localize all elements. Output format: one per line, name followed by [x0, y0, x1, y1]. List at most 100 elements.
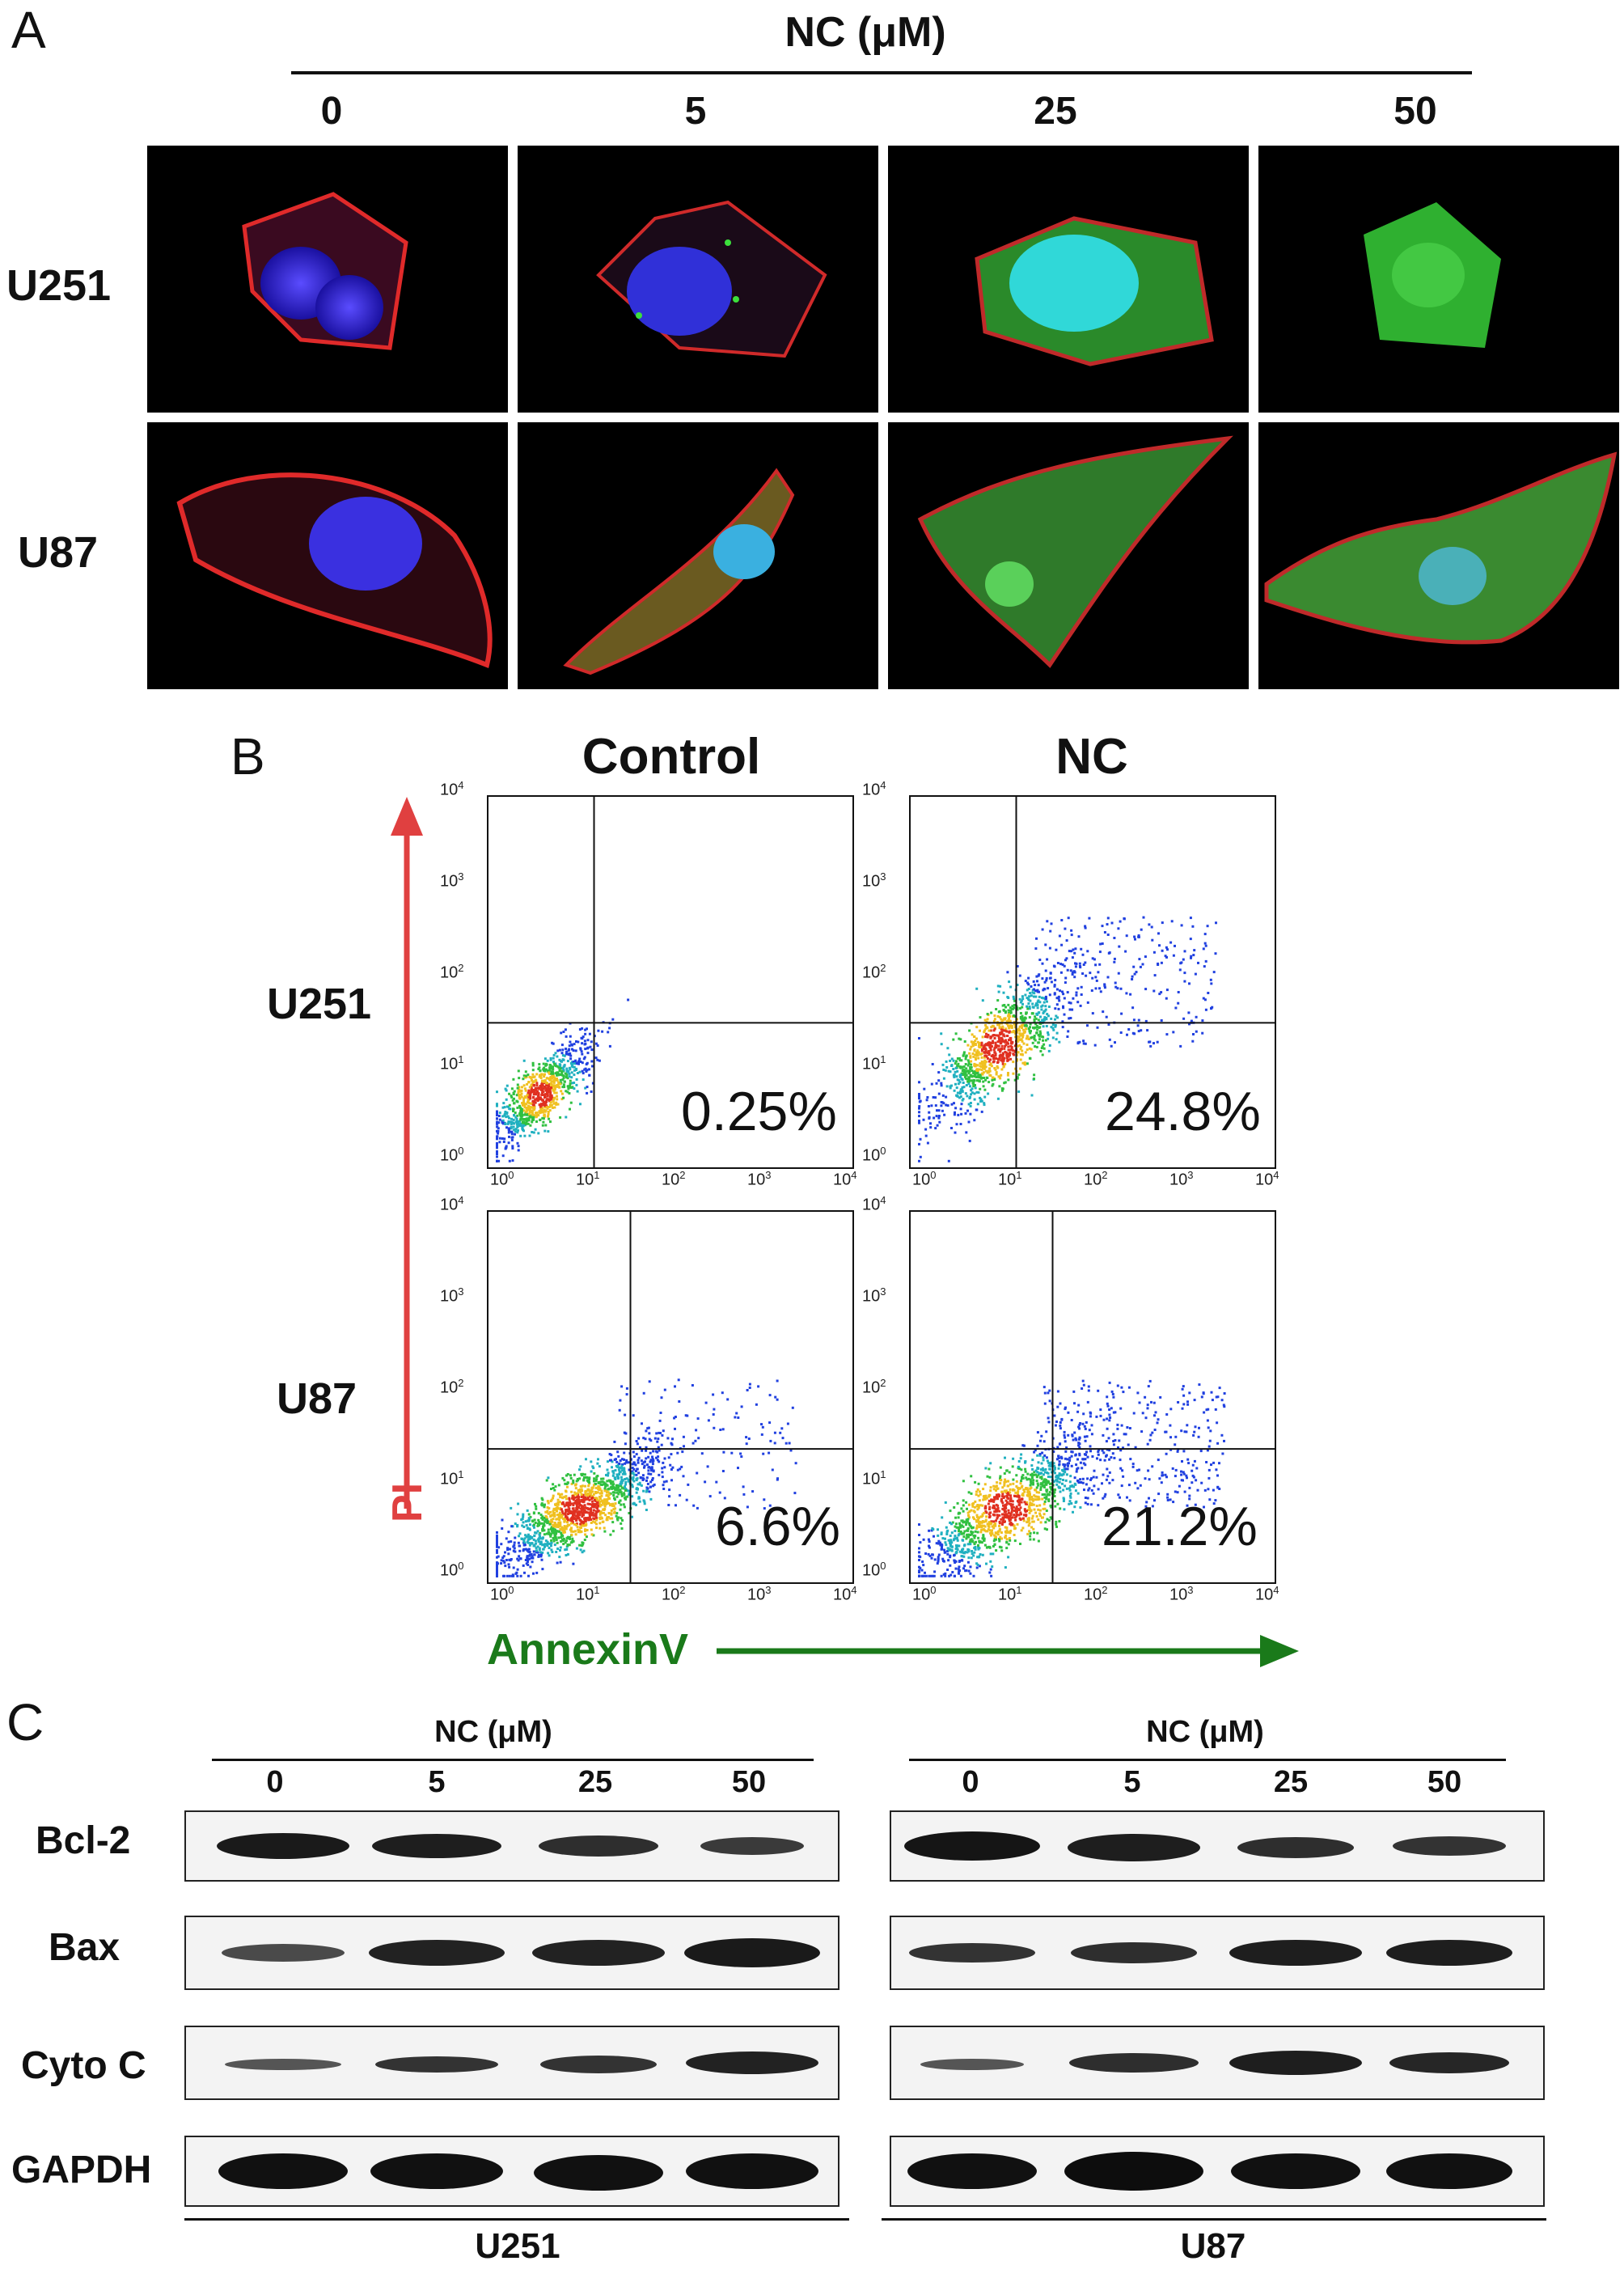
annexin-label: AnnexinV	[487, 1625, 689, 1674]
x-tick-label: 101	[998, 1584, 1022, 1604]
panel-b-col-nc: NC	[1055, 729, 1128, 785]
u251-dose-5: 5	[428, 1765, 446, 1799]
panel-a-header: NC (μM)	[785, 9, 946, 56]
blot-u87-bax	[890, 1916, 1545, 1990]
pi-label: PI	[384, 1482, 431, 1522]
y-tick-label: 104	[862, 1194, 886, 1214]
y-tick-label: 102	[440, 1377, 464, 1397]
micrograph-u251-0	[147, 146, 508, 413]
x-tick-label: 102	[1084, 1169, 1108, 1189]
micrograph-u87-50	[1258, 422, 1619, 689]
flow-events	[496, 1378, 797, 1577]
x-tick-label: 101	[576, 1169, 600, 1189]
y-tick-label: 103	[862, 870, 886, 891]
x-tick-label: 100	[490, 1584, 514, 1604]
panel-a-dose-5: 5	[684, 90, 707, 133]
x-tick-label: 103	[747, 1169, 772, 1189]
flow-events	[918, 916, 1217, 1162]
panel-a-dose-0: 0	[320, 90, 343, 133]
x-tick-label: 103	[747, 1584, 772, 1604]
u87-dose-25: 25	[1273, 1765, 1309, 1799]
protein-label-bcl2: Bcl-2	[36, 1819, 131, 1862]
protein-label-gapdh: GAPDH	[11, 2149, 152, 2191]
y-tick-label: 104	[440, 1194, 464, 1214]
y-tick-label: 103	[440, 870, 464, 891]
x-tick-label: 101	[576, 1584, 600, 1604]
panel-b-col-control: Control	[582, 729, 761, 785]
blot-u251-cytoc	[184, 2026, 839, 2100]
panel-c-header-u251: NC (μM)	[434, 1715, 552, 1749]
u87-dose-0: 0	[962, 1765, 979, 1799]
y-tick-label: 102	[862, 962, 886, 982]
panel-c-header-line-u87	[909, 1759, 1506, 1761]
percent-u251-nc: 24.8%	[1105, 1081, 1261, 1142]
u251-bottom-line	[184, 2218, 849, 2221]
x-tick-label: 102	[662, 1584, 686, 1604]
x-tick-label: 102	[662, 1169, 686, 1189]
panel-a-dose-25: 25	[1034, 90, 1077, 133]
y-tick-label: 103	[862, 1285, 886, 1306]
x-tick-label: 100	[912, 1169, 937, 1189]
blot-u87-cytoc	[890, 2026, 1545, 2100]
micrograph-u87-5	[518, 422, 878, 689]
cell-line-u87: U87	[1180, 2226, 1246, 2266]
micrograph-u87-0	[147, 422, 508, 689]
y-tick-label: 104	[862, 779, 886, 799]
panel-a-header-line	[291, 71, 1472, 74]
flow-events	[496, 998, 630, 1162]
flow-plot-u251-control	[487, 795, 854, 1169]
flow-plot-u251-nc	[909, 795, 1276, 1169]
panel-b-row-u251: U251	[267, 980, 372, 1028]
x-tick-label: 102	[1084, 1584, 1108, 1604]
annexin-arrow	[717, 1635, 1299, 1667]
flow-events	[918, 1379, 1226, 1577]
panel-b-row-u87: U87	[277, 1374, 357, 1423]
u87-dose-5: 5	[1123, 1765, 1141, 1799]
x-tick-label: 104	[833, 1584, 857, 1604]
x-tick-label: 100	[490, 1169, 514, 1189]
panel-c-header-line-u251	[212, 1759, 814, 1761]
micrograph-u251-50	[1258, 146, 1619, 413]
flow-plot-u87-nc	[909, 1210, 1276, 1584]
panel-a-dose-50: 50	[1394, 90, 1437, 133]
y-tick-label: 101	[862, 1468, 886, 1488]
blot-u251-gapdh	[184, 2136, 839, 2207]
x-tick-label: 101	[998, 1169, 1022, 1189]
x-tick-label: 104	[1255, 1169, 1279, 1189]
u251-dose-25: 25	[577, 1765, 613, 1799]
pi-arrow	[391, 797, 423, 1509]
micrograph-u251-25	[888, 146, 1249, 413]
panel-a-row-u87: U87	[18, 528, 99, 577]
u87-dose-50: 50	[1427, 1765, 1462, 1799]
y-tick-label: 101	[862, 1053, 886, 1073]
percent-u87-control: 6.6%	[715, 1496, 840, 1557]
y-tick-label: 103	[440, 1285, 464, 1306]
y-tick-label: 100	[862, 1145, 886, 1165]
flow-plot-u87-control	[487, 1210, 854, 1584]
u251-dose-0: 0	[266, 1765, 284, 1799]
u87-bottom-line	[882, 2218, 1546, 2221]
x-tick-label: 103	[1169, 1584, 1194, 1604]
y-tick-label: 104	[440, 779, 464, 799]
panel-c-letter: C	[6, 1693, 44, 1751]
micrograph-u87-25	[888, 422, 1249, 689]
y-tick-label: 101	[440, 1053, 464, 1073]
percent-u87-nc: 21.2%	[1102, 1496, 1258, 1557]
panel-a-row-u251: U251	[6, 261, 112, 310]
u251-dose-50: 50	[731, 1765, 767, 1799]
panel-a-letter: A	[11, 1, 46, 59]
x-tick-label: 104	[1255, 1584, 1279, 1604]
blot-u251-bcl2	[184, 1810, 839, 1882]
y-tick-label: 102	[862, 1377, 886, 1397]
cell-line-u251: U251	[475, 2226, 560, 2266]
y-tick-label: 100	[440, 1145, 464, 1165]
x-tick-label: 100	[912, 1584, 937, 1604]
blot-u87-bcl2	[890, 1810, 1545, 1882]
protein-label-bax: Bax	[49, 1926, 121, 1969]
protein-label-cytoc: Cyto C	[21, 2044, 146, 2087]
panel-b-letter: B	[230, 727, 265, 785]
y-tick-label: 101	[440, 1468, 464, 1488]
y-tick-label: 100	[862, 1560, 886, 1580]
micrograph-u251-5	[518, 146, 878, 413]
panel-c-header-u87: NC (μM)	[1146, 1715, 1264, 1749]
